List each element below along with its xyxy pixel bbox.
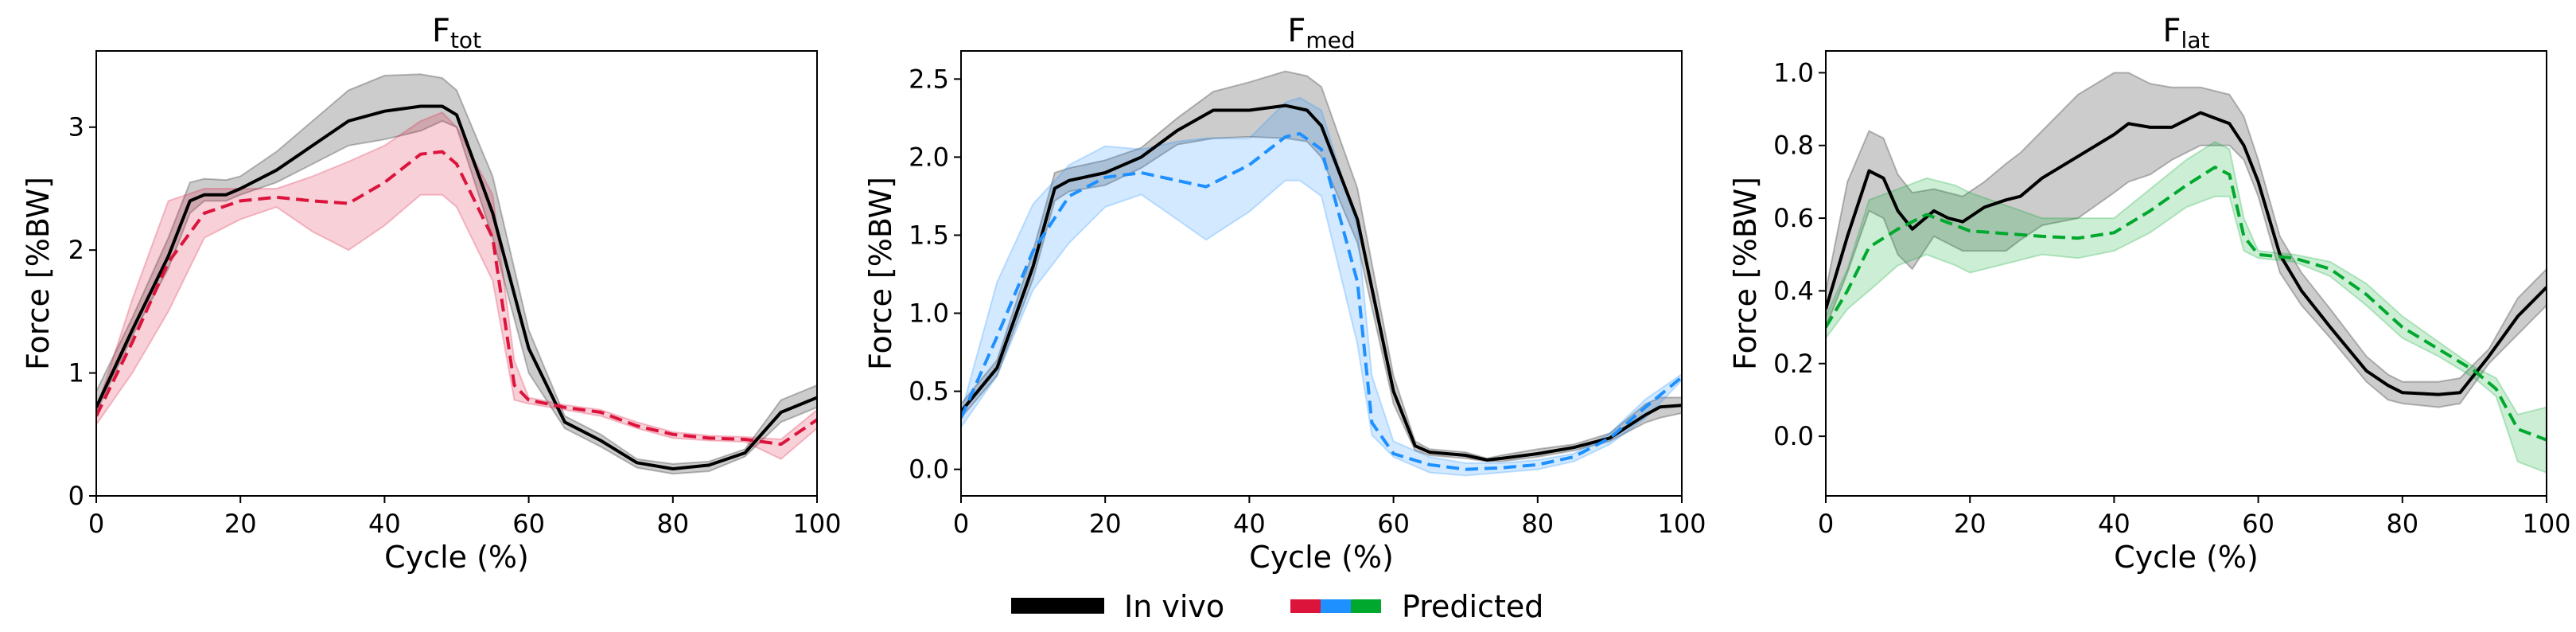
y-tick-label: 0.4: [1773, 275, 1814, 306]
invivo-band: [96, 73, 817, 475]
chart-title-main: F: [1287, 13, 1306, 49]
y-tick-label: 0.5: [909, 376, 949, 407]
x-axis-label: Cycle (%): [1249, 540, 1394, 575]
x-tick-label: 60: [1377, 509, 1410, 539]
x-tick-label: 60: [512, 509, 545, 539]
legend-predicted-label: Predicted: [1402, 589, 1543, 624]
y-tick-label: 2.0: [909, 142, 949, 172]
chart-title: Flat: [2163, 13, 2210, 53]
x-tick-label: 20: [1954, 509, 1986, 539]
legend-predicted-swatch-red: [1290, 599, 1321, 613]
y-axis-label: Force [%BW]: [21, 177, 56, 370]
chart-title-subscript: lat: [2181, 27, 2210, 53]
predicted-mean-line: [96, 150, 817, 447]
invivo-mean-line: [961, 103, 1682, 462]
x-tick-label: 0: [1818, 509, 1834, 539]
chart-title-subscript: tot: [450, 27, 481, 53]
invivo-mean-line: [1826, 111, 2547, 396]
y-tick-label: 1.0: [1773, 57, 1814, 88]
y-tick-label: 1: [68, 358, 84, 388]
y-tick-label: 1.5: [909, 220, 949, 250]
predicted-mean-line: [961, 132, 1682, 471]
predicted-mean-line: [1826, 166, 2547, 442]
panel-lat: 0 20 40 60 80 100 0.0 0.2 0.4 0.6 0.8 1.0 Cycle (%) F…: [1728, 13, 2571, 575]
x-axis-label: Cycle (%): [2114, 540, 2259, 575]
y-tick-label: 0.0: [909, 454, 949, 485]
x-tick-label: 40: [1233, 509, 1266, 539]
y-axis-label: Force [%BW]: [863, 177, 898, 370]
x-tick-label: 100: [1657, 509, 1706, 539]
x-tick-label: 0: [953, 509, 969, 539]
y-tick-label: 0.6: [1773, 203, 1814, 233]
panel-tot: 0 20 40 60 80 100 0 1 2 3 Cycle (%) Force [%BW] Ftot: [21, 13, 842, 575]
panel-med: 0 20 40 60 80 100 0.0 0.5 1.0 1.5 2.0 2.5 Cycle (%) F…: [863, 13, 1706, 575]
y-tick-label: 3: [68, 112, 84, 142]
legend-invivo-label: In vivo: [1124, 589, 1224, 624]
x-tick-label: 80: [2386, 509, 2418, 539]
x-axis-label: Cycle (%): [384, 540, 529, 575]
legend-predicted-swatch-green: [1351, 599, 1381, 613]
chart-title-main: F: [2163, 13, 2181, 49]
y-tick-label: 0.0: [1773, 421, 1814, 451]
axes-frame: [960, 50, 1683, 497]
chart-title-main: F: [432, 13, 450, 49]
x-tick-label: 0: [88, 509, 104, 539]
invivo-mean-line: [96, 104, 817, 470]
y-tick-label: 1.0: [909, 298, 949, 329]
y-tick-label: 0.2: [1773, 349, 1814, 379]
plot-area: [1826, 72, 2547, 474]
predicted-band: [96, 111, 817, 460]
y-tick-label: 2.5: [909, 64, 949, 94]
plot-area: [96, 73, 817, 475]
y-tick-label: 0: [68, 481, 84, 511]
legend: In vivo Predicted: [1011, 589, 1543, 624]
x-tick-label: 20: [224, 509, 257, 539]
axes-frame: [1825, 50, 2547, 497]
x-tick-label: 60: [2242, 509, 2274, 539]
y-tick-label: 2: [68, 235, 84, 265]
axes-frame: [95, 50, 818, 497]
x-tick-label: 40: [2098, 509, 2130, 539]
predicted-band: [961, 96, 1682, 477]
x-tick-label: 40: [368, 509, 401, 539]
x-tick-label: 80: [1521, 509, 1554, 539]
y-tick-label: 0.8: [1773, 131, 1814, 161]
x-tick-label: 100: [792, 509, 841, 539]
chart-title-subscript: med: [1306, 27, 1355, 53]
x-tick-label: 20: [1089, 509, 1122, 539]
legend-invivo-swatch: [1011, 598, 1104, 614]
chart-title: Ftot: [432, 13, 481, 53]
x-tick-label: 80: [656, 509, 689, 539]
y-axis-label: Force [%BW]: [1728, 177, 1763, 370]
legend-predicted-swatch-blue: [1321, 599, 1351, 613]
chart-title: Fmed: [1287, 13, 1355, 53]
predicted-band: [1826, 141, 2547, 474]
x-tick-label: 100: [2522, 509, 2570, 539]
plot-area: [961, 70, 1682, 477]
